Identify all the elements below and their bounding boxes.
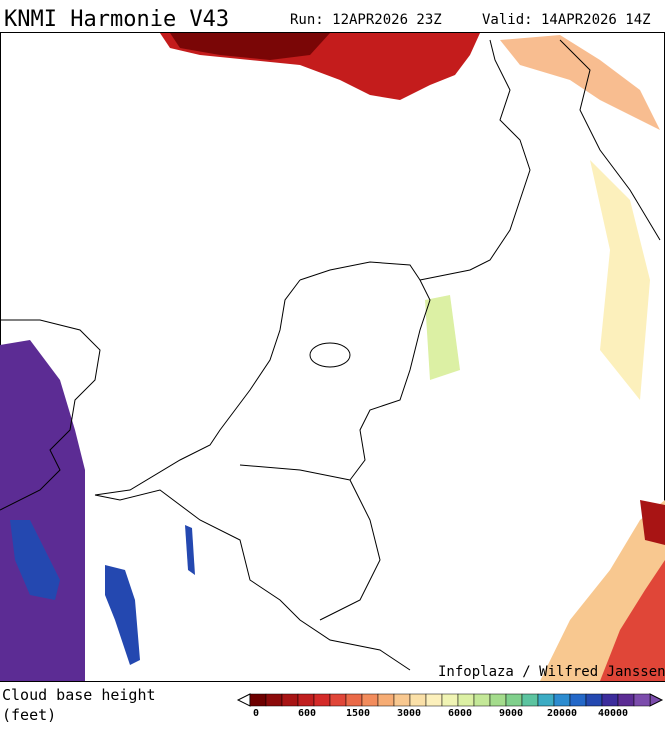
colorbar-box — [377, 693, 395, 707]
colorbar-box — [489, 693, 507, 707]
colorbar-box — [617, 693, 635, 707]
colorbar-box — [537, 693, 555, 707]
legend-label: Cloud base height — [2, 686, 156, 704]
valid-time: Valid: 14APR2026 14Z — [482, 12, 651, 28]
colorbar-box — [441, 693, 459, 707]
map-frame — [0, 32, 665, 682]
colorbar-arrow — [649, 693, 664, 707]
colorbar-tick-label: 20000 — [547, 708, 577, 719]
colorbar-box — [313, 693, 331, 707]
colorbar-box — [361, 693, 379, 707]
border-nl — [299, 261, 431, 621]
cloud-area-orange — [500, 35, 660, 130]
colorbar-box — [585, 693, 603, 707]
lake — [309, 342, 351, 368]
colorbar-box — [265, 693, 283, 707]
coastline-nl-be — [94, 279, 301, 496]
coastline-de — [419, 39, 531, 281]
coastline-uk — [0, 319, 101, 511]
colorbar-tick-label: 6000 — [448, 708, 472, 719]
cloud-area-blue — [185, 525, 195, 575]
cloud-area-yellow — [590, 160, 650, 400]
colorbar-box — [569, 693, 587, 707]
colorbar-box — [345, 693, 363, 707]
border-be — [239, 464, 351, 481]
colorbar-tick-label: 1500 — [346, 708, 370, 719]
cloud-area-blue — [105, 565, 140, 665]
credit: Infoplaza / Wilfred Janssen — [438, 664, 665, 680]
colorbar-box — [457, 693, 475, 707]
colorbar-box — [473, 693, 491, 707]
cloud-area-red-se — [600, 560, 665, 681]
colorbar-box — [633, 693, 651, 707]
colorbar: 0 600 1500 3000 6000 9000 20000 40000 — [236, 693, 664, 719]
border-fr — [94, 489, 411, 671]
map: Infoplaza / Wilfred Janssen — [0, 32, 665, 682]
cloud-area-darkred — [170, 33, 330, 60]
legend-label: (feet) — [2, 706, 56, 724]
colorbar-tick-label: 40000 — [598, 708, 628, 719]
run-time: Run: 12APR2026 23Z — [290, 12, 442, 28]
cloud-area-purple — [0, 340, 85, 681]
colorbar-box — [393, 693, 411, 707]
colorbar-box — [281, 693, 299, 707]
colorbar-tick-label: 9000 — [499, 708, 523, 719]
colorbar-tick-label: 600 — [298, 708, 316, 719]
colorbar-tick-label: 3000 — [397, 708, 421, 719]
colorbar-box — [249, 693, 267, 707]
colorbar-box — [553, 693, 571, 707]
title: KNMI Harmonie V43 — [4, 7, 229, 32]
cloud-area-green — [425, 295, 460, 380]
colorbar-arrow — [236, 693, 251, 707]
colorbar-box — [601, 693, 619, 707]
colorbar-box — [425, 693, 443, 707]
colorbar-tick-label: 0 — [253, 708, 259, 719]
colorbar-box — [505, 693, 523, 707]
cloud-area-darkred-se — [640, 500, 665, 545]
colorbar-box — [409, 693, 427, 707]
colorbar-box — [297, 693, 315, 707]
cloud-area-blue — [10, 520, 60, 600]
colorbar-box — [329, 693, 347, 707]
colorbar-box — [521, 693, 539, 707]
coastline-dk — [559, 39, 661, 241]
